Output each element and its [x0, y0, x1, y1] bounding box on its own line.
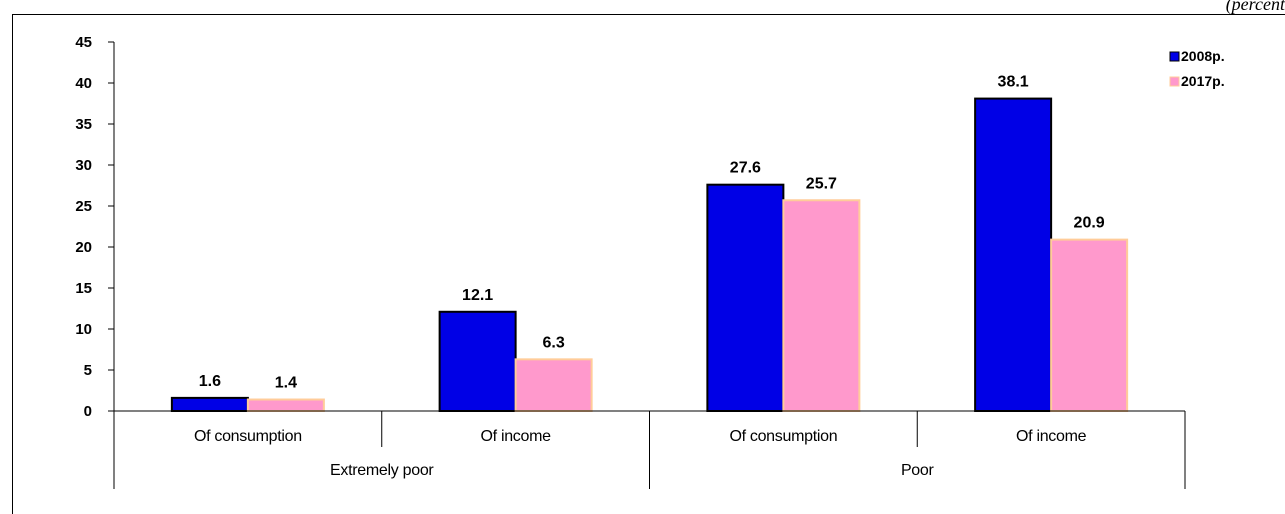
data-label: 1.6: [199, 373, 221, 390]
bar: [246, 398, 325, 412]
legend-swatch: [1169, 76, 1180, 87]
bar: [782, 199, 861, 412]
data-label: 25.7: [806, 175, 837, 192]
y-axis: 0 5 10 15 20 25 30 35 40 45: [75, 34, 115, 420]
x-category-label: Of consumption: [729, 428, 837, 445]
data-label: 1.4: [275, 375, 297, 392]
y-tick-label: 30: [75, 157, 92, 174]
y-tick-label: 40: [75, 75, 92, 92]
bar: [1050, 238, 1129, 412]
y-tick-label: 15: [75, 280, 92, 297]
y-tick-label: 5: [84, 362, 92, 379]
bar: [974, 97, 1053, 413]
x-category-label: Of income: [481, 428, 552, 445]
chart-frame: 0 5 10 15 20 25 30 35 40 45 1.6 1.4 12.1 6.3 27.6 25.7…: [12, 14, 1285, 514]
bar-chart: 0 5 10 15 20 25 30 35 40 45 1.6 1.4 12.1 6.3 27.6 25.7…: [75, 34, 1225, 489]
y-tick-label: 35: [75, 116, 92, 133]
legend-swatch: [1169, 51, 1180, 62]
legend-label: 2008р.: [1181, 48, 1225, 64]
bar: [170, 396, 249, 413]
data-label: 12.1: [462, 287, 493, 304]
bar: [438, 310, 517, 412]
legend-label: 2017р.: [1181, 73, 1225, 89]
data-labels: 1.6 1.4 12.1 6.3 27.6 25.7 38.1 20.9: [199, 74, 1105, 392]
data-label: 20.9: [1074, 215, 1105, 232]
x-group-label: Extremely poor: [330, 462, 434, 479]
y-tick-label: 10: [75, 321, 92, 338]
unit-note: (percent: [1225, 0, 1285, 14]
x-axis: Of consumption Of income Of consumption Of …: [113, 410, 1186, 489]
data-label: 38.1: [998, 74, 1029, 91]
bar: [706, 183, 785, 412]
y-tick-label: 45: [75, 34, 92, 51]
x-group-label: Poor: [901, 462, 935, 479]
data-label: 6.3: [543, 334, 565, 351]
x-category-label: Of income: [1016, 428, 1087, 445]
y-tick-label: 20: [75, 239, 92, 256]
x-category-label: Of consumption: [194, 428, 302, 445]
y-tick-label: 25: [75, 198, 92, 215]
bars: [170, 97, 1129, 413]
legend: 2008р. 2017р.: [1169, 48, 1225, 89]
bar: [514, 358, 593, 412]
y-tick-label: 0: [84, 403, 92, 420]
data-label: 27.6: [730, 160, 761, 177]
